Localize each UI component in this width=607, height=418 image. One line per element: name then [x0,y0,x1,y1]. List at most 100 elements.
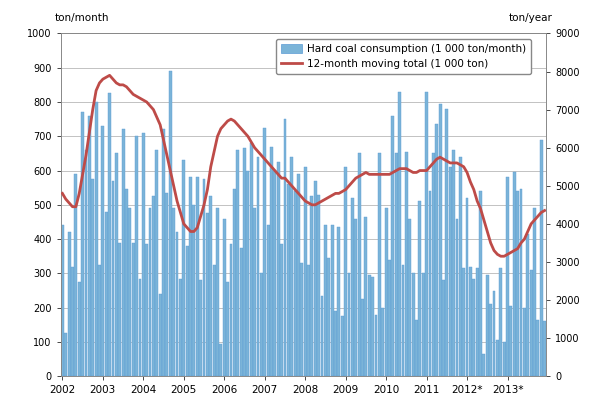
Bar [422,273,425,376]
Bar [260,273,263,376]
Bar [71,267,74,376]
Bar [395,153,398,376]
Bar [439,104,441,376]
Bar [277,162,280,376]
Bar [91,179,94,376]
Bar [354,219,357,376]
Bar [112,181,114,376]
Bar [543,321,546,376]
Bar [166,193,168,376]
Bar [537,320,539,376]
Bar [192,205,195,376]
Bar [314,181,317,376]
Bar [253,208,256,376]
Bar [516,191,519,376]
Bar [493,291,495,376]
Bar [455,219,458,376]
Bar [311,196,313,376]
Bar [489,304,492,376]
Bar [324,225,327,376]
Bar [138,278,141,376]
Bar [472,278,475,376]
Bar [351,198,354,376]
Bar [304,167,307,376]
Bar [142,133,144,376]
Bar [135,136,138,376]
Bar [125,189,128,376]
Bar [466,198,469,376]
Bar [179,278,182,376]
Bar [402,265,404,376]
Bar [129,208,131,376]
Bar [159,294,161,376]
Bar [216,208,219,376]
Bar [378,153,381,376]
Bar [236,150,239,376]
Bar [121,130,124,376]
Bar [172,208,175,376]
Bar [344,167,347,376]
Bar [283,119,287,376]
Bar [540,140,543,376]
Bar [486,275,489,376]
Bar [64,334,67,376]
Bar [206,214,209,376]
Bar [533,208,536,376]
Bar [294,191,296,376]
Bar [212,265,215,376]
Bar [341,316,344,376]
Bar [98,265,101,376]
Bar [250,143,253,376]
Bar [446,109,448,376]
Bar [132,242,135,376]
Bar [412,273,415,376]
Bar [229,244,232,376]
Text: ton/year: ton/year [509,13,552,23]
Bar [432,153,435,376]
Bar [509,306,512,376]
Bar [327,258,330,376]
Bar [476,268,478,376]
Bar [243,148,246,376]
Bar [371,277,374,376]
Bar [405,152,408,376]
Bar [149,208,152,376]
Bar [162,130,165,376]
Bar [392,116,395,376]
Bar [331,225,334,376]
Bar [61,225,64,376]
Bar [297,174,300,376]
Bar [266,225,270,376]
Bar [105,212,107,376]
Bar [88,116,91,376]
Bar [81,112,84,376]
Bar [425,92,428,376]
Bar [500,268,502,376]
Bar [196,177,198,376]
Bar [199,280,202,376]
Bar [118,242,121,376]
Bar [273,171,276,376]
Text: ton/month: ton/month [55,13,109,23]
Bar [75,174,77,376]
Bar [233,189,236,376]
Bar [375,314,378,376]
Bar [385,208,387,376]
Bar [513,172,516,376]
Bar [240,247,243,376]
Bar [270,147,273,376]
Bar [469,267,472,376]
Bar [435,124,438,376]
Bar [364,217,367,376]
Bar [226,282,229,376]
Bar [523,308,526,376]
Bar [459,157,462,376]
Bar [209,196,212,376]
Bar [463,268,465,376]
Bar [496,340,499,376]
Bar [152,196,155,376]
Bar [84,150,87,376]
Bar [530,270,532,376]
Bar [415,320,418,376]
Bar [175,232,178,376]
